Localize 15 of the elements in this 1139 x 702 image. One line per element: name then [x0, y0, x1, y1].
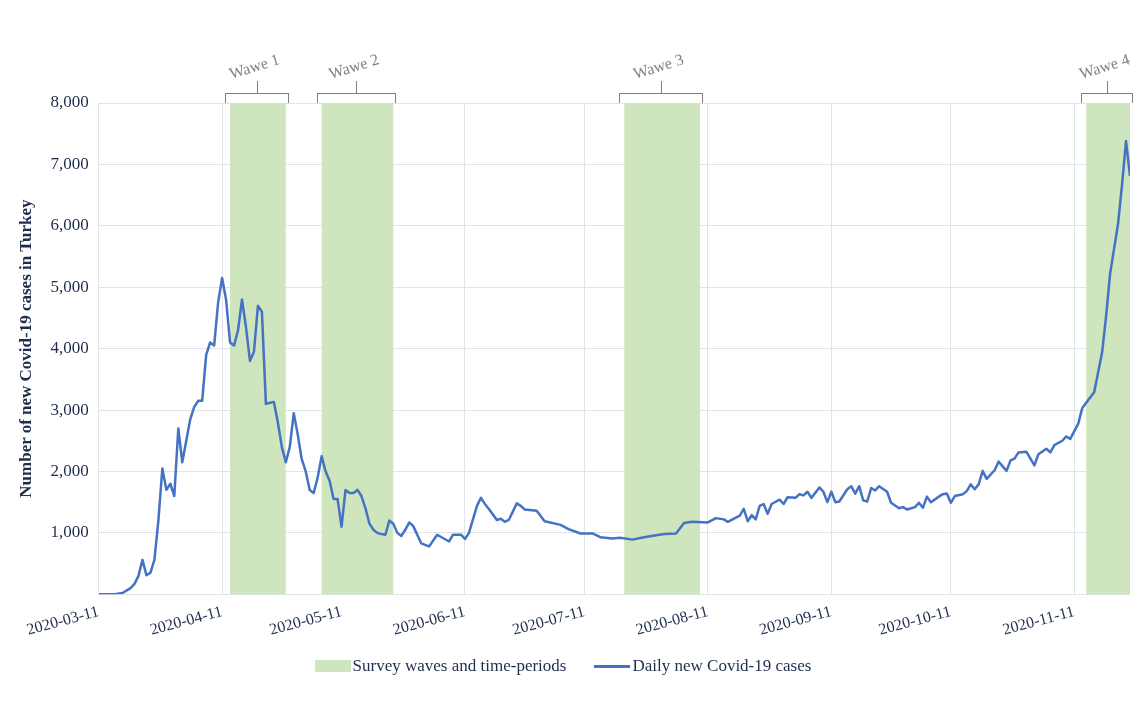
band-label: Wawe 2	[326, 50, 381, 82]
band-label: Wawe 4	[1077, 50, 1132, 82]
y-tick-label: 7,000	[50, 153, 89, 173]
legend-label: Daily new Covid-19 cases	[632, 656, 812, 676]
y-axis-title: Number of new Covid-19 cases in Turkey	[15, 199, 35, 498]
y-tick-label: 8,000	[50, 92, 89, 112]
y-tick-label: 3,000	[50, 399, 89, 419]
y-tick-label: 4,000	[50, 338, 89, 358]
y-tick-label: 6,000	[50, 215, 89, 235]
text: Survey waves and time-periods	[352, 656, 567, 676]
y-tick-label: 2,000	[50, 460, 89, 480]
band-label: Wawe 1	[227, 50, 282, 82]
y-tick-label: 5,000	[50, 276, 89, 296]
y-tick-label: 1,000	[50, 522, 89, 542]
band-label: Wawe 3	[631, 50, 686, 82]
